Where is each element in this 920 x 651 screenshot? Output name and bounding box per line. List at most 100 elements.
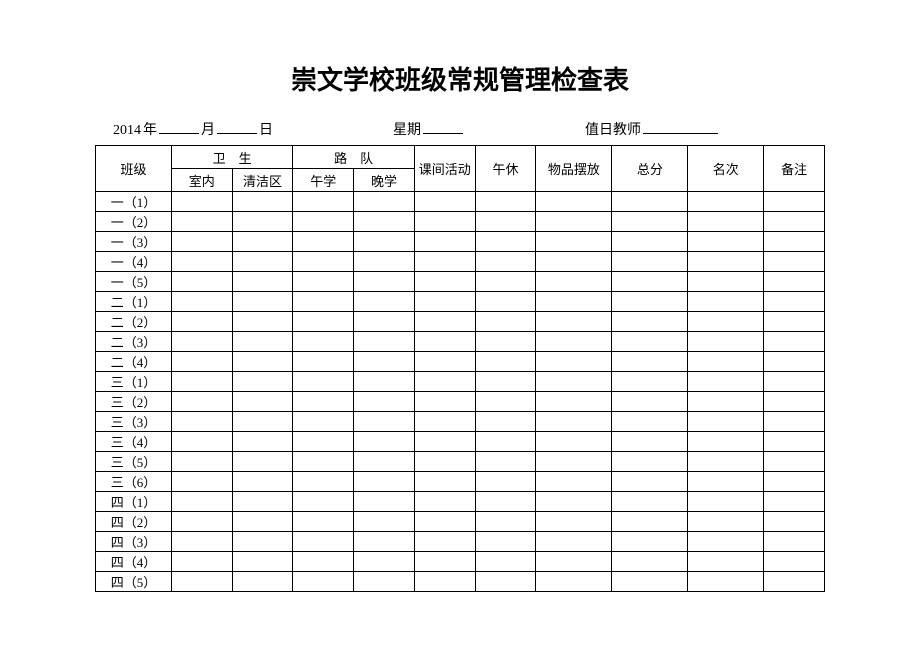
data-cell[interactable] (612, 352, 688, 372)
data-cell[interactable] (171, 512, 232, 532)
data-cell[interactable] (536, 492, 612, 512)
data-cell[interactable] (414, 452, 475, 472)
data-cell[interactable] (475, 412, 536, 432)
data-cell[interactable] (536, 472, 612, 492)
data-cell[interactable] (475, 512, 536, 532)
data-cell[interactable] (612, 572, 688, 592)
data-cell[interactable] (414, 292, 475, 312)
data-cell[interactable] (612, 432, 688, 452)
data-cell[interactable] (293, 372, 354, 392)
data-cell[interactable] (232, 192, 293, 212)
data-cell[interactable] (414, 492, 475, 512)
data-cell[interactable] (414, 192, 475, 212)
data-cell[interactable] (171, 472, 232, 492)
data-cell[interactable] (414, 252, 475, 272)
data-cell[interactable] (536, 432, 612, 452)
data-cell[interactable] (232, 432, 293, 452)
data-cell[interactable] (612, 212, 688, 232)
data-cell[interactable] (232, 452, 293, 472)
data-cell[interactable] (171, 372, 232, 392)
data-cell[interactable] (171, 552, 232, 572)
data-cell[interactable] (688, 472, 764, 492)
data-cell[interactable] (171, 252, 232, 272)
data-cell[interactable] (536, 232, 612, 252)
data-cell[interactable] (764, 312, 825, 332)
data-cell[interactable] (414, 512, 475, 532)
data-cell[interactable] (171, 532, 232, 552)
data-cell[interactable] (354, 352, 415, 372)
data-cell[interactable] (293, 192, 354, 212)
data-cell[interactable] (688, 452, 764, 472)
data-cell[interactable] (612, 472, 688, 492)
data-cell[interactable] (232, 372, 293, 392)
data-cell[interactable] (414, 412, 475, 432)
data-cell[interactable] (536, 212, 612, 232)
data-cell[interactable] (475, 352, 536, 372)
data-cell[interactable] (536, 252, 612, 272)
data-cell[interactable] (764, 472, 825, 492)
data-cell[interactable] (536, 552, 612, 572)
data-cell[interactable] (764, 412, 825, 432)
data-cell[interactable] (688, 372, 764, 392)
data-cell[interactable] (171, 212, 232, 232)
month-blank[interactable] (159, 119, 199, 134)
data-cell[interactable] (475, 212, 536, 232)
data-cell[interactable] (688, 252, 764, 272)
data-cell[interactable] (232, 392, 293, 412)
data-cell[interactable] (232, 552, 293, 572)
data-cell[interactable] (232, 252, 293, 272)
data-cell[interactable] (414, 332, 475, 352)
data-cell[interactable] (612, 492, 688, 512)
data-cell[interactable] (475, 312, 536, 332)
data-cell[interactable] (232, 472, 293, 492)
data-cell[interactable] (232, 212, 293, 232)
data-cell[interactable] (171, 192, 232, 212)
data-cell[interactable] (354, 332, 415, 352)
data-cell[interactable] (688, 232, 764, 252)
duty-blank[interactable] (643, 119, 718, 134)
data-cell[interactable] (171, 572, 232, 592)
data-cell[interactable] (293, 532, 354, 552)
data-cell[interactable] (764, 372, 825, 392)
data-cell[interactable] (414, 572, 475, 592)
data-cell[interactable] (171, 392, 232, 412)
data-cell[interactable] (232, 492, 293, 512)
data-cell[interactable] (475, 532, 536, 552)
data-cell[interactable] (414, 212, 475, 232)
data-cell[interactable] (354, 432, 415, 452)
data-cell[interactable] (764, 192, 825, 212)
data-cell[interactable] (688, 272, 764, 292)
data-cell[interactable] (414, 372, 475, 392)
data-cell[interactable] (764, 252, 825, 272)
data-cell[interactable] (414, 312, 475, 332)
data-cell[interactable] (354, 372, 415, 392)
data-cell[interactable] (612, 312, 688, 332)
data-cell[interactable] (764, 512, 825, 532)
data-cell[interactable] (536, 292, 612, 312)
data-cell[interactable] (536, 352, 612, 372)
data-cell[interactable] (688, 532, 764, 552)
data-cell[interactable] (688, 352, 764, 372)
data-cell[interactable] (293, 452, 354, 472)
data-cell[interactable] (688, 572, 764, 592)
data-cell[interactable] (354, 512, 415, 532)
data-cell[interactable] (171, 412, 232, 432)
data-cell[interactable] (293, 412, 354, 432)
data-cell[interactable] (232, 412, 293, 432)
data-cell[interactable] (764, 532, 825, 552)
data-cell[interactable] (171, 332, 232, 352)
data-cell[interactable] (232, 272, 293, 292)
data-cell[interactable] (414, 272, 475, 292)
data-cell[interactable] (475, 432, 536, 452)
data-cell[interactable] (612, 192, 688, 212)
data-cell[interactable] (354, 532, 415, 552)
data-cell[interactable] (688, 432, 764, 452)
data-cell[interactable] (171, 452, 232, 472)
data-cell[interactable] (293, 392, 354, 412)
data-cell[interactable] (293, 572, 354, 592)
data-cell[interactable] (612, 512, 688, 532)
data-cell[interactable] (232, 572, 293, 592)
data-cell[interactable] (475, 272, 536, 292)
data-cell[interactable] (293, 272, 354, 292)
data-cell[interactable] (612, 272, 688, 292)
